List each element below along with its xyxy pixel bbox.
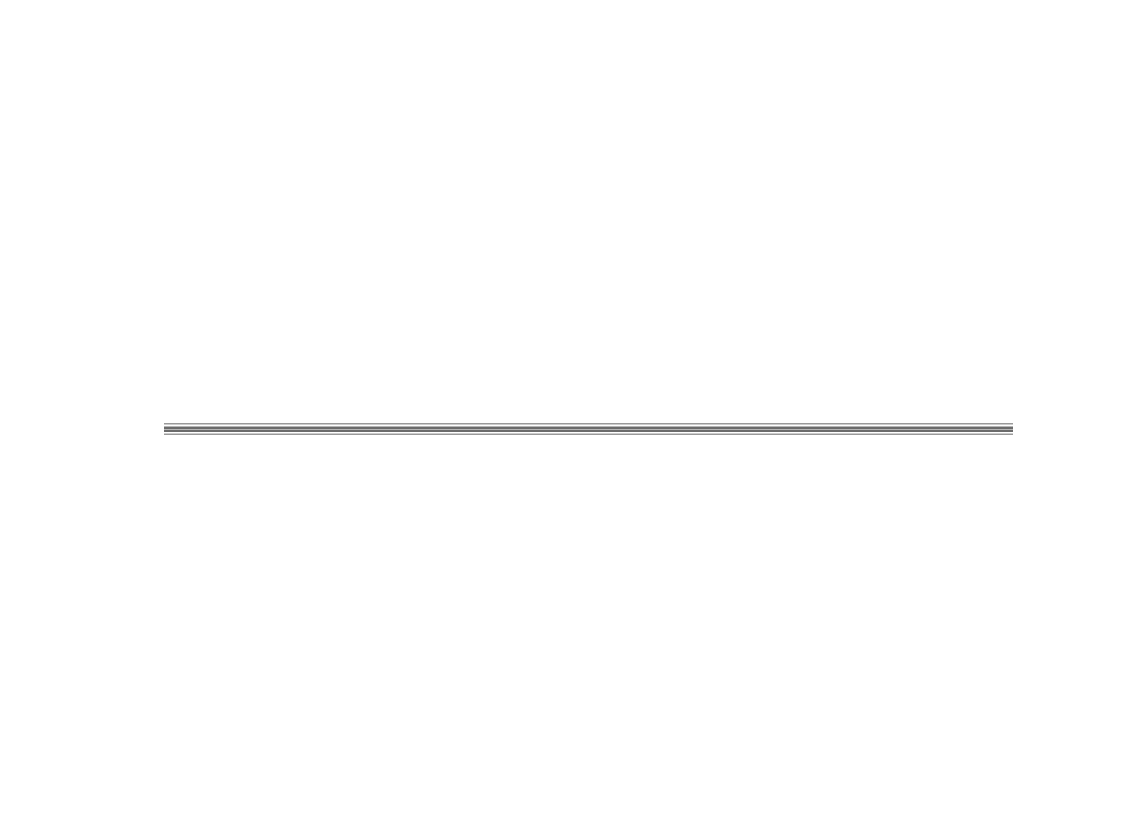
axis-break-separator <box>164 423 1013 435</box>
transmission-panel <box>170 40 1005 425</box>
od-panel <box>170 423 1005 666</box>
